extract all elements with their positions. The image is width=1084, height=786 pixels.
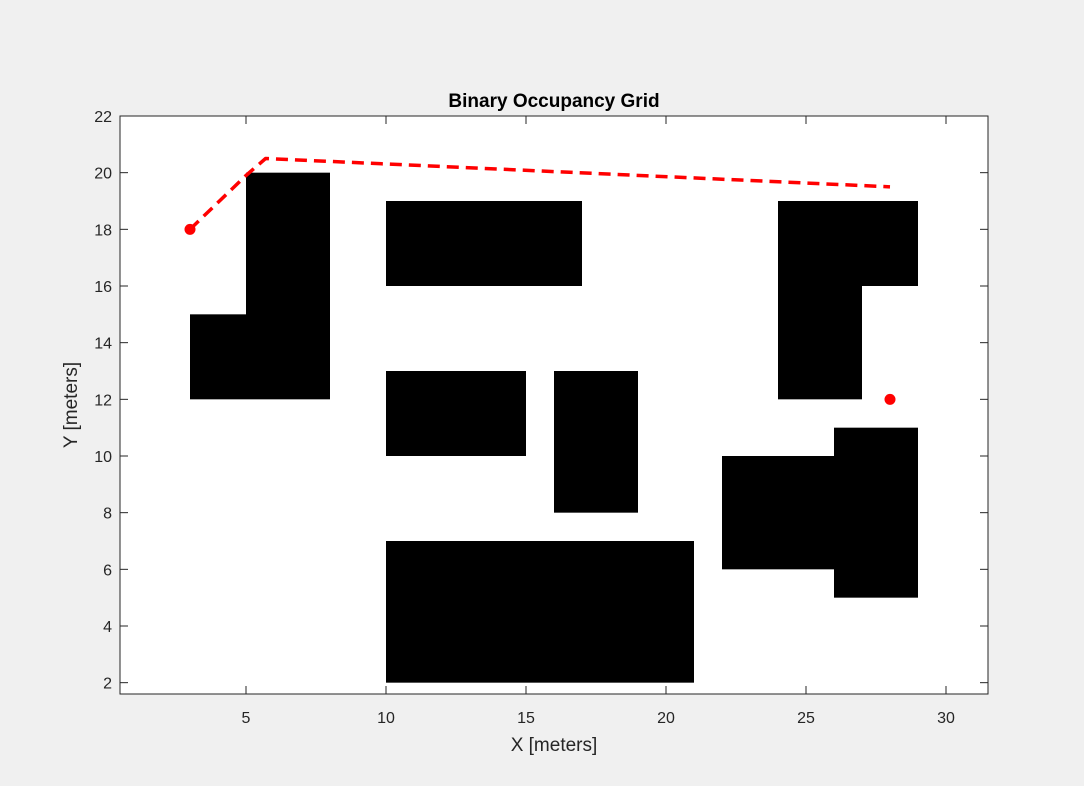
obstacle-block-1 <box>190 314 246 400</box>
obstacle-block-9 <box>722 456 834 570</box>
obstacle-block-3 <box>386 201 582 286</box>
x-tick-label: 15 <box>517 710 535 727</box>
marker-layer <box>184 223 896 405</box>
x-tick-label: 10 <box>377 710 395 727</box>
axes-box <box>119 115 989 695</box>
y-tick-label: 10 <box>94 449 112 466</box>
start-point-marker <box>184 223 196 235</box>
obstacle-block-6 <box>386 541 694 683</box>
x-tick-label: 25 <box>797 710 815 727</box>
y-tick-label: 8 <box>103 506 112 523</box>
obstacle-block-4 <box>386 371 526 456</box>
x-tick-label: 5 <box>242 710 251 727</box>
tick-layer: 5 10 15 20 25 30 2 4 6 8 10 12 14 16 18 20 22 <box>94 109 988 727</box>
goal-point-marker <box>884 393 896 405</box>
obstacle-layer <box>190 172 918 683</box>
y-tick-label: 20 <box>94 166 112 183</box>
chart-title: Binary Occupancy Grid <box>448 91 659 112</box>
y-tick-label: 6 <box>103 562 112 579</box>
obstacle-block-5 <box>554 371 638 513</box>
obstacle-block-10 <box>834 427 918 598</box>
obstacle-block-7 <box>778 201 862 400</box>
y-tick-label: 4 <box>103 619 112 636</box>
y-tick-label: 14 <box>94 336 112 353</box>
x-axis-label: X [meters] <box>511 735 598 756</box>
x-tick-label: 30 <box>937 710 955 727</box>
obstacle-block-8 <box>862 201 918 286</box>
obstacle-block-2 <box>246 172 330 400</box>
y-tick-label: 18 <box>94 222 112 239</box>
x-tick-label: 20 <box>657 710 675 727</box>
path-layer <box>188 156 891 231</box>
y-tick-label: 12 <box>94 392 112 409</box>
y-tick-label: 2 <box>103 676 112 693</box>
planned-path-line <box>188 156 891 231</box>
y-tick-label: 22 <box>94 109 112 126</box>
y-axis-label: Y [meters] <box>61 362 82 448</box>
y-tick-label: 16 <box>94 279 112 296</box>
